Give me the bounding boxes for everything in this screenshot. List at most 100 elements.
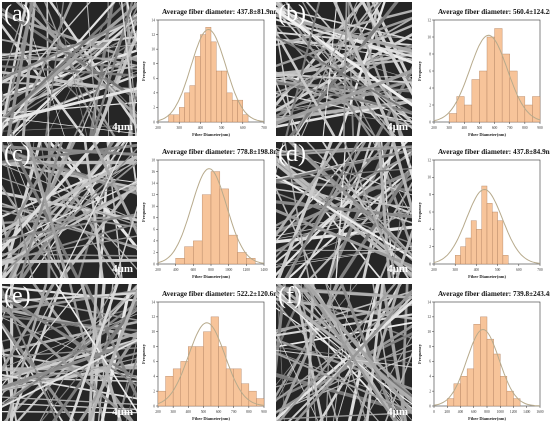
x-tick-label: 200 <box>155 410 161 414</box>
x-axis-label: Fiber Diameter(nm) <box>468 132 506 137</box>
sem-image-f: (f) 4μm <box>276 284 412 421</box>
histogram-bar <box>448 113 457 123</box>
x-tick-label: 300 <box>177 126 183 130</box>
y-tick-label: 12 <box>427 18 431 22</box>
y-tick-label: 6 <box>153 360 155 364</box>
histogram-bar <box>473 324 481 407</box>
y-tick-label: 0 <box>153 404 155 408</box>
histogram-bar <box>237 252 247 265</box>
x-tick-label: 1000 <box>225 268 232 272</box>
x-tick-label: 700 <box>537 268 543 272</box>
x-tick-label: 1400 <box>523 410 530 414</box>
scale-bar-label-b: 4μm <box>387 121 408 133</box>
x-tick-label: 400 <box>186 410 192 414</box>
y-tick-label: 10 <box>427 35 431 39</box>
panel-label-d: (d) <box>278 142 306 167</box>
histogram-bar <box>479 70 488 123</box>
histogram-bar <box>465 237 472 265</box>
histogram-bar <box>492 211 498 265</box>
histogram-bar <box>476 229 482 265</box>
x-tick-label: 1200 <box>243 268 250 272</box>
histogram-bar <box>486 338 494 407</box>
histogram-bar <box>168 114 175 123</box>
histogram-bar <box>172 368 181 407</box>
histogram-bar <box>200 34 206 123</box>
histogram-bar <box>179 107 185 123</box>
histogram-a: 200 300 400 500 600 700 0 2 4 6 8 10 12 14 Fiber Diame… <box>138 2 280 138</box>
x-axis-label: Fiber Diameter(nm) <box>192 274 230 279</box>
y-tick-label: 4 <box>429 86 431 90</box>
histogram-bar <box>233 368 242 407</box>
scale-bar-label-c: 4μm <box>112 263 133 275</box>
x-axis-label: Fiber Diameter(nm) <box>468 274 506 279</box>
y-tick-label: 2 <box>153 106 155 110</box>
y-tick-label: 18 <box>151 158 155 162</box>
chart-title: Average fiber diameter: 560.4±124.2nm <box>438 8 550 16</box>
x-tick-label: 200 <box>155 268 161 272</box>
x-tick-label: 600 <box>492 126 498 130</box>
y-tick-label: 2 <box>429 103 431 107</box>
histogram-bar <box>242 114 249 123</box>
y-tick-label: 0 <box>429 120 431 124</box>
y-tick-label: 8 <box>153 216 155 220</box>
x-tick-label: 600 <box>471 410 477 414</box>
x-tick-label: 400 <box>462 126 468 130</box>
y-tick-label: 4 <box>429 228 431 232</box>
y-tick-label: 0 <box>429 262 431 266</box>
x-tick-label: 300 <box>170 410 176 414</box>
x-tick-label: 400 <box>198 126 204 130</box>
y-tick-label: 14 <box>151 300 155 304</box>
histogram-bar <box>189 85 196 123</box>
x-tick-label: 500 <box>477 126 483 130</box>
histogram-f: 0 200 400 600 800 1000 1200 1400 1600 0 2 4 6 8 10 12 14… <box>414 284 550 422</box>
y-tick-label: 2 <box>429 245 431 249</box>
histogram-bar <box>447 398 455 407</box>
histogram-bar <box>216 70 222 123</box>
histogram-bar <box>194 56 201 123</box>
chart-title: Average fiber diameter: 437.8±84.9nm <box>438 148 550 156</box>
histogram-c: 200 400 600 800 1000 1200 1400 0 2 4 6 8 10 12 14 16 18 F… <box>138 142 283 280</box>
scale-bar-label-f: 4μm <box>387 406 408 418</box>
histogram-bar <box>173 114 180 123</box>
histogram-bar <box>455 255 461 265</box>
histogram-bar <box>460 246 466 265</box>
histogram-b: 200 300 400 500 600 700 800 900 0 2 4 6 8 10 12 Fiber D… <box>414 2 550 138</box>
x-tick-label: 400 <box>173 268 179 272</box>
histogram-bar <box>205 27 212 123</box>
y-tick-label: 0 <box>153 120 155 124</box>
histogram-bar <box>460 376 468 407</box>
chart-title: Average fiber diameter: 522.2±120.6nm <box>162 290 283 298</box>
y-axis-label: Frequency <box>417 60 422 81</box>
x-tick-label: 900 <box>261 410 267 414</box>
sem-image-d: (d) 4μm <box>276 142 412 278</box>
histogram-bar <box>231 99 238 123</box>
chart-title: Average fiber diameter: 437.8±81.9nm <box>162 8 280 16</box>
normal-fit-curve <box>157 168 265 264</box>
y-tick-label: 16 <box>151 170 155 174</box>
x-tick-label: 400 <box>458 410 464 414</box>
normal-fit-curve <box>433 328 541 407</box>
histogram-bar <box>464 104 473 123</box>
y-tick-label: 4 <box>153 239 155 243</box>
y-tick-label: 2 <box>153 251 155 255</box>
histogram-bar <box>184 246 194 265</box>
chart-title: Average fiber diameter: 778.8±198.8nm <box>162 148 283 156</box>
y-axis-label: Frequency <box>417 343 422 364</box>
y-tick-label: 12 <box>427 315 431 319</box>
histogram-bar <box>493 353 501 407</box>
y-tick-label: 14 <box>151 181 155 185</box>
x-tick-label: 400 <box>474 268 480 272</box>
x-tick-label: 600 <box>191 268 197 272</box>
normal-fit-curve <box>433 34 541 122</box>
histogram-bar <box>193 240 203 265</box>
histogram-bar <box>517 96 526 123</box>
histogram-bar <box>219 188 229 265</box>
scale-bar-label-a: 4μm <box>112 121 133 133</box>
histogram-bar <box>500 376 508 407</box>
x-tick-label: 300 <box>453 268 459 272</box>
histogram-bar <box>470 220 477 265</box>
x-tick-label: 700 <box>231 410 237 414</box>
y-tick-label: 12 <box>151 193 155 197</box>
normal-fit-curve <box>157 322 265 406</box>
histogram-bar <box>486 36 495 123</box>
